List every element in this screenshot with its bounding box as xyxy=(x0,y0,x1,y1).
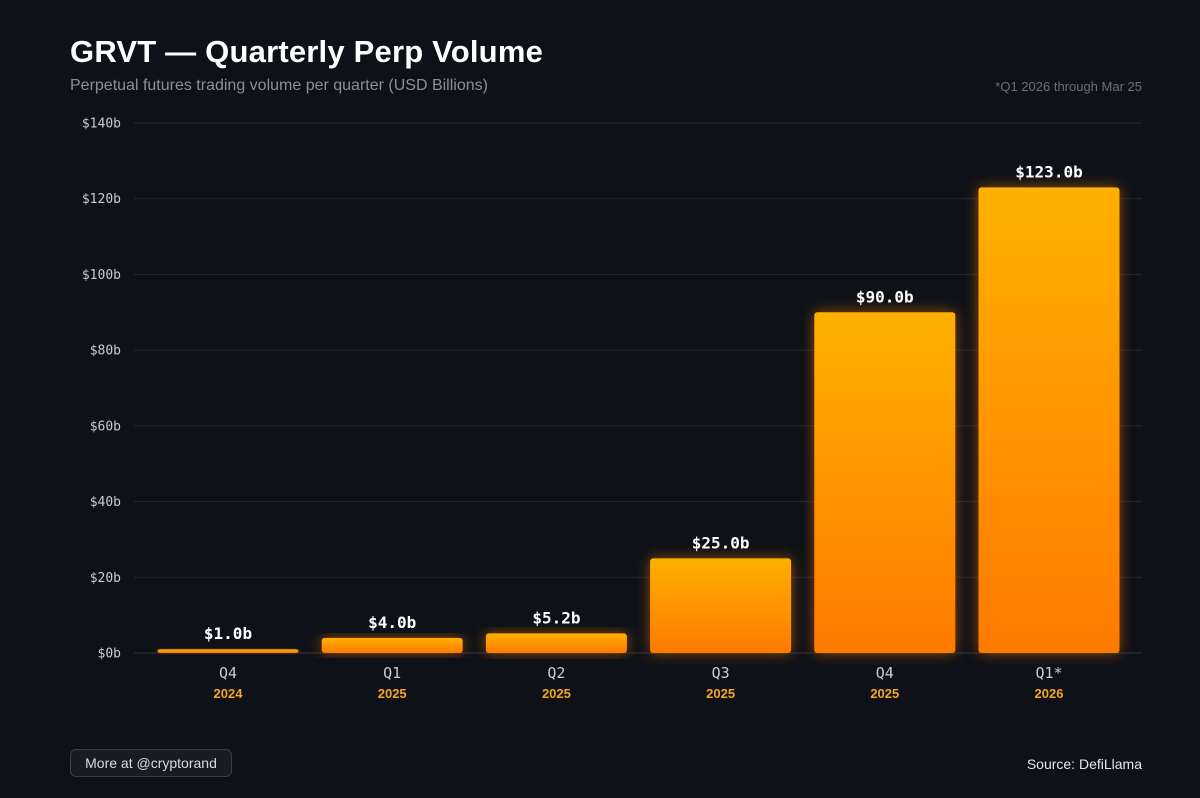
x-tick-quarter: Q4 xyxy=(219,664,237,682)
y-tick-label: $20b xyxy=(90,571,121,586)
bar xyxy=(650,558,792,653)
page-subtitle: Perpetual futures trading volume per qua… xyxy=(70,77,488,94)
x-tick-quarter: Q4 xyxy=(876,664,894,682)
source-label: Source: DefiLlama xyxy=(1026,756,1142,772)
x-tick-year: 2026 xyxy=(1035,686,1064,701)
x-tick-quarter: Q2 xyxy=(547,664,565,682)
y-tick-label: $80b xyxy=(90,344,121,359)
x-tick-year: 2024 xyxy=(214,686,244,701)
bar-value-label: $25.0b xyxy=(692,533,750,552)
bar-value-label: $4.0b xyxy=(368,613,416,632)
x-tick-year: 2025 xyxy=(870,686,899,701)
x-tick-quarter: Q3 xyxy=(712,664,730,682)
x-tick-year: 2025 xyxy=(378,686,407,701)
y-tick-label: $120b xyxy=(82,192,121,207)
x-tick-quarter: Q1 xyxy=(383,664,401,682)
x-tick-quarter: Q1* xyxy=(1035,664,1062,682)
y-tick-label: $40b xyxy=(90,495,121,510)
bar xyxy=(485,633,627,653)
bar xyxy=(978,187,1120,653)
x-tick-year: 2025 xyxy=(542,686,571,701)
more-link-button[interactable]: More at @cryptorand xyxy=(70,749,232,777)
y-tick-label: $60b xyxy=(90,419,121,434)
bar xyxy=(321,637,463,653)
footnote: *Q1 2026 through Mar 25 xyxy=(995,79,1142,94)
bar xyxy=(157,649,299,653)
bar-value-label: $1.0b xyxy=(204,624,252,643)
bar xyxy=(814,312,956,653)
page-title: GRVT — Quarterly Perp Volume xyxy=(70,34,544,69)
bar-value-label: $123.0b xyxy=(1015,162,1082,181)
bar-value-label: $90.0b xyxy=(856,287,914,306)
y-tick-label: $140b xyxy=(82,117,121,132)
x-tick-year: 2025 xyxy=(706,686,735,701)
bar-value-label: $5.2b xyxy=(532,608,580,627)
y-tick-label: $100b xyxy=(82,268,121,283)
y-tick-label: $0b xyxy=(98,647,122,662)
